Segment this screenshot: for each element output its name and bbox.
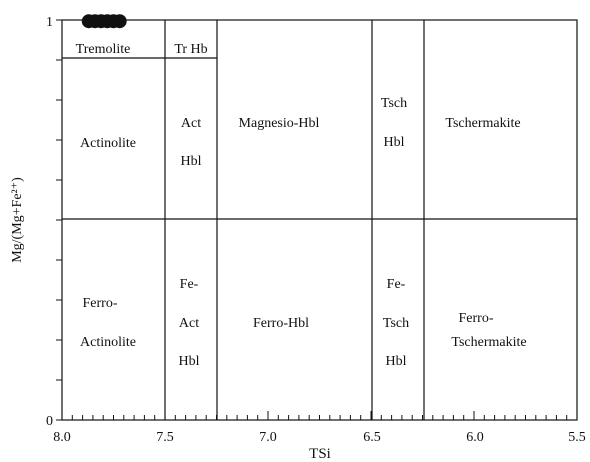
field-label-act-hbl: Hbl [181,154,202,169]
field-label-actinolite: Actinolite [80,136,136,151]
field-label-magnesio-hbl: Magnesio-Hbl [239,116,320,131]
field-label-tschermakite: Tschermakite [445,116,520,131]
field-label-fe-tsch-hbl: Hbl [386,354,407,369]
field-labels: Tremolite Tr Hb Actinolite Act Hbl Magne… [76,42,527,369]
data-point [112,14,127,29]
field-label-fe-tsch-hbl: Tsch [383,316,409,331]
field-label-ferro-tschermakite: Ferro- [459,311,494,326]
field-label-ferro-tschermakite: Tschermakite [451,335,526,350]
x-axis-ticks [61,411,578,420]
x-tick-label: 6.5 [363,430,381,445]
field-label-tsch-hbl: Tsch [381,96,407,111]
field-label-fe-act-hbl: Hbl [179,354,200,369]
field-label-ferro-actinolite: Ferro- [83,296,118,311]
field-label-fe-act-hbl: Act [179,316,199,331]
y-tick-label: 0 [46,414,53,429]
x-tick-label: 6.0 [466,430,484,445]
y-axis-title: Mg/(Mg+Fe²⁺) [10,177,25,263]
x-tick-label: 8.0 [53,430,71,445]
field-label-ferro-actinolite: Actinolite [80,335,136,350]
field-label-ferro-hbl: Ferro-Hbl [253,316,309,331]
x-tick-labels: 8.0 7.5 7.0 6.5 6.0 5.5 [53,430,586,445]
field-label-tr-hb: Tr Hb [174,42,207,57]
y-axis-ticks [56,19,62,421]
y-tick-label: 1 [46,15,53,30]
field-label-fe-tsch-hbl: Fe- [387,277,406,292]
field-label-act-hbl: Act [181,116,201,131]
data-points [81,14,127,29]
x-tick-label: 7.0 [259,430,277,445]
plot-frame [61,19,578,421]
x-tick-label: 7.5 [156,430,174,445]
x-tick-label: 5.5 [568,430,586,445]
field-label-tremolite: Tremolite [76,42,131,57]
field-label-tsch-hbl: Hbl [384,135,405,150]
field-label-fe-act-hbl: Fe- [180,277,199,292]
x-axis-title: TSi [309,446,331,462]
